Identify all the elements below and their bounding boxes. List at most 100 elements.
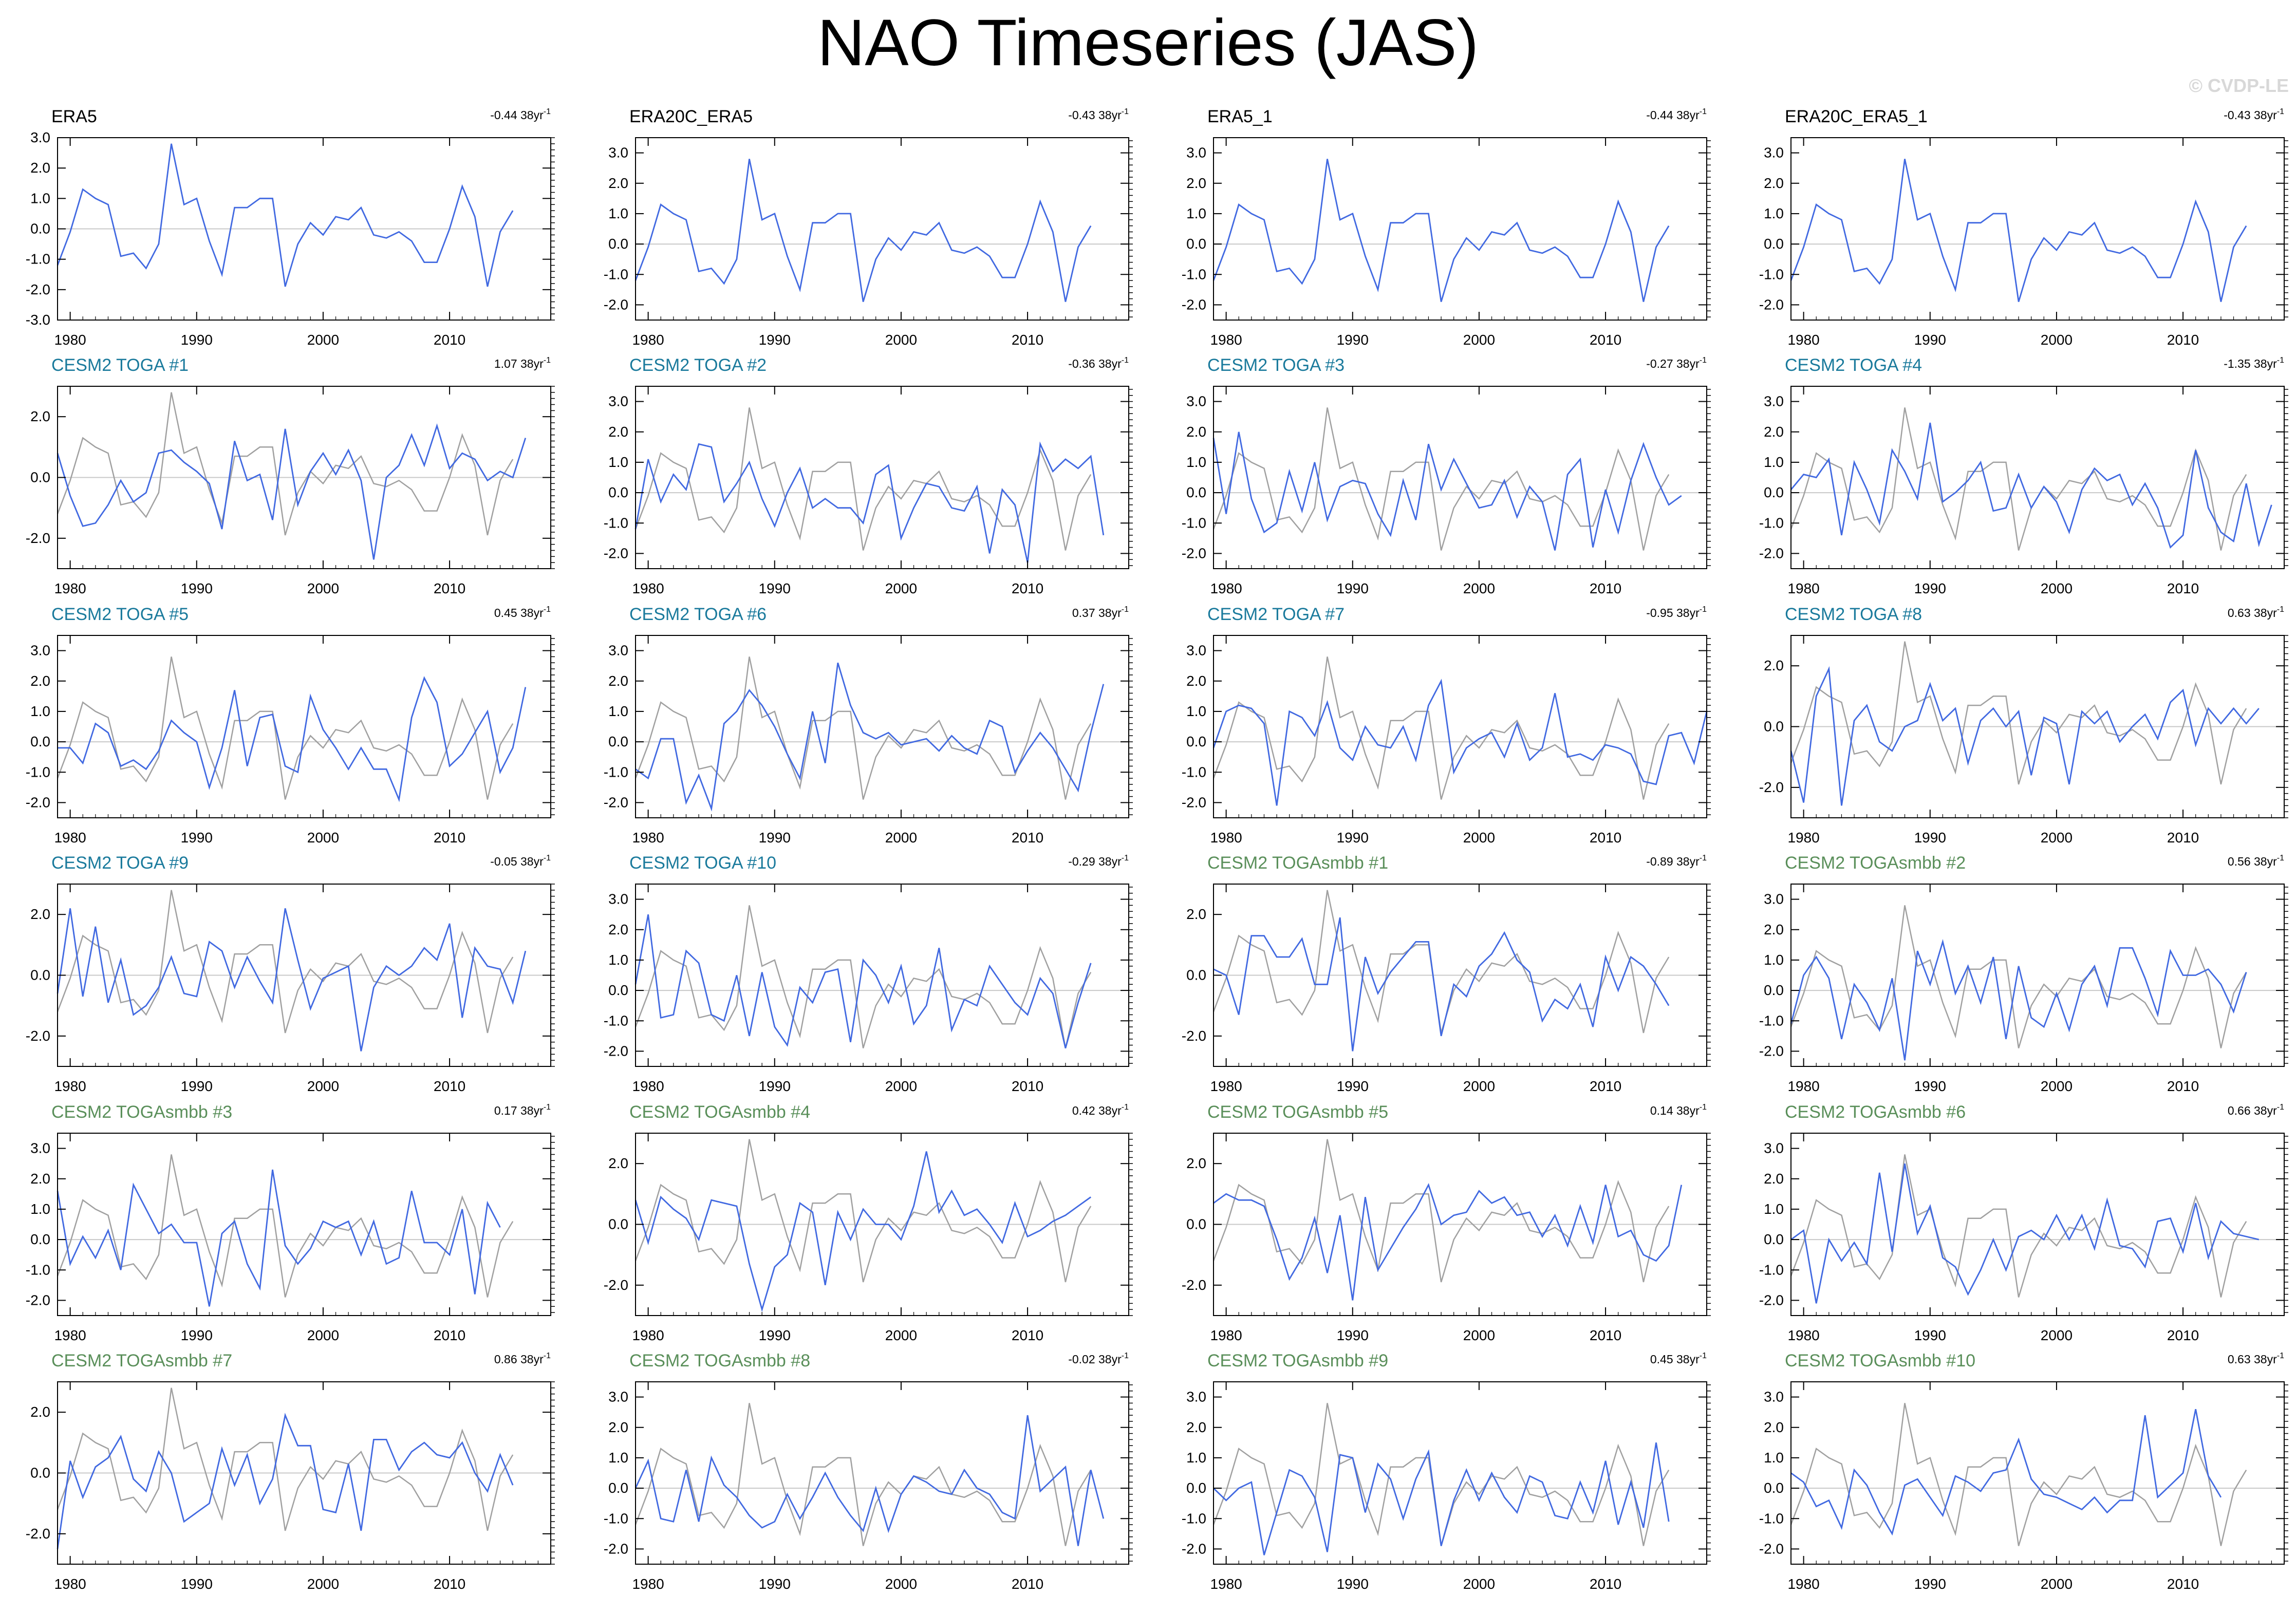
- y-tick-label: 2.0: [30, 673, 50, 689]
- plot-frame: [1790, 137, 2285, 321]
- x-tick-label: 2000: [885, 1327, 917, 1343]
- plot-frame: [1790, 386, 2285, 569]
- series-line: [1212, 431, 1682, 551]
- series-line: [57, 423, 527, 560]
- y-tick-label: 0.0: [1186, 1216, 1206, 1232]
- y-tick-label: 1.0: [30, 1201, 50, 1217]
- x-tick-label: 2010: [1012, 580, 1043, 596]
- observed-series-line: [1212, 1403, 1670, 1546]
- chart-panel: ERA20C_ERA5 -0.43 38yr-1 3.0 2.0 1.0 0.0 -1.0 -…: [604, 107, 1133, 348]
- x-tick-label: 2000: [885, 1576, 917, 1592]
- x-tick-label: 2010: [434, 1327, 465, 1343]
- x-tick-label: 1990: [759, 580, 791, 596]
- panel-trend: 0.66 38yr-1: [2228, 1103, 2284, 1117]
- observed-series-line: [1790, 1154, 2247, 1298]
- x-tick-label: 1990: [759, 830, 791, 846]
- x-tick-label: 2000: [885, 580, 917, 596]
- plot-frame: [1213, 137, 1707, 321]
- series-line: [1790, 666, 2260, 806]
- y-tick-label: -2.0: [604, 1541, 628, 1556]
- panel-trend: -0.44 38yr-1: [1646, 107, 1707, 122]
- observed-series-line: [1790, 905, 2247, 1048]
- plot-frame: [635, 137, 1129, 321]
- x-tick-label: 2010: [2167, 1576, 2199, 1592]
- x-tick-label: 1990: [1337, 332, 1369, 348]
- y-tick-label: 1.0: [1764, 454, 1784, 470]
- panel-title: CESM2 TOGA #10: [629, 853, 776, 873]
- observed-series-line: [57, 656, 514, 800]
- x-tick-label: 2010: [434, 830, 465, 846]
- x-tick-label: 1980: [54, 830, 86, 846]
- x-tick-label: 2010: [1012, 332, 1043, 348]
- y-tick-label: 2.0: [1764, 424, 1784, 440]
- plot-frame: [1213, 386, 1707, 569]
- series-line: [634, 1151, 1092, 1312]
- x-tick-label: 2000: [307, 332, 339, 348]
- observed-series-line: [57, 890, 514, 1034]
- x-tick-label: 1980: [632, 1327, 664, 1343]
- y-tick-label: -1.0: [604, 764, 628, 780]
- y-tick-label: -1.0: [26, 251, 50, 267]
- series-line: [1790, 1163, 2260, 1304]
- chart-panel: CESM2 TOGAsmbb #3 0.17 38yr-1 3.0 2.0 1.0 0.0…: [26, 1102, 555, 1343]
- series-line: [634, 159, 1092, 302]
- chart-panel: CESM2 TOGAsmbb #10 0.63 38yr-1 3.0 2.0 1.0 0.…: [1759, 1351, 2288, 1592]
- x-tick-label: 2000: [2041, 1327, 2073, 1343]
- y-tick-label: 1.0: [1186, 703, 1206, 719]
- chart-panel: CESM2 TOGAsmbb #4 0.42 38yr-1 2.0 0.0 -2.0 19…: [604, 1102, 1133, 1343]
- series-line: [1790, 1409, 2222, 1536]
- y-tick-label: -1.0: [1182, 764, 1206, 780]
- y-tick-label: 2.0: [30, 906, 50, 922]
- y-tick-label: -1.0: [1182, 266, 1206, 282]
- panel-title: ERA5_1: [1207, 107, 1273, 126]
- x-tick-label: 1980: [1787, 580, 1819, 596]
- y-tick-label: 1.0: [30, 190, 50, 206]
- x-tick-label: 2010: [2167, 1327, 2199, 1343]
- y-tick-label: 0.0: [608, 734, 628, 749]
- y-tick-label: -1.0: [1182, 1510, 1206, 1526]
- y-tick-label: 0.0: [30, 221, 50, 237]
- observed-series-line: [1212, 656, 1670, 800]
- x-tick-label: 1990: [181, 830, 213, 846]
- x-tick-label: 1990: [181, 1576, 213, 1592]
- panel-trend: 0.45 38yr-1: [494, 605, 551, 620]
- x-tick-label: 2000: [1463, 830, 1495, 846]
- panel-trend: -0.02 38yr-1: [1068, 1352, 1129, 1366]
- x-tick-label: 1980: [1210, 830, 1242, 846]
- chart-panel: CESM2 TOGA #3 -0.27 38yr-1 3.0 2.0 1.0 0.0 -1.…: [1182, 355, 1711, 596]
- observed-series-line: [1790, 1403, 2247, 1546]
- panel-trend: 0.86 38yr-1: [494, 1352, 551, 1366]
- panel-trend: -1.35 38yr-1: [2224, 356, 2284, 370]
- panel-title: CESM2 TOGA #3: [1207, 355, 1345, 375]
- plot-frame: [1790, 1381, 2285, 1565]
- chart-panel: CESM2 TOGAsmbb #2 0.56 38yr-1 3.0 2.0 1.0 0.0…: [1759, 853, 2288, 1094]
- x-tick-label: 1980: [1210, 1576, 1242, 1592]
- y-tick-label: 3.0: [1764, 1140, 1784, 1156]
- x-tick-label: 1990: [1914, 332, 1946, 348]
- x-tick-label: 1980: [1787, 1327, 1819, 1343]
- x-tick-label: 2000: [307, 1576, 339, 1592]
- x-tick-label: 2010: [1590, 1078, 1621, 1094]
- chart-panel: CESM2 TOGA #2 -0.36 38yr-1 3.0 2.0 1.0 0.0 -1.…: [604, 355, 1133, 596]
- x-tick-label: 2010: [1590, 332, 1621, 348]
- y-tick-label: 1.0: [608, 1450, 628, 1466]
- x-tick-label: 1980: [632, 1576, 664, 1592]
- y-tick-label: 3.0: [1186, 393, 1206, 409]
- x-tick-label: 1990: [181, 332, 213, 348]
- y-tick-label: 0.0: [608, 982, 628, 998]
- x-tick-label: 2000: [307, 1327, 339, 1343]
- y-tick-label: -1.0: [604, 1510, 628, 1526]
- x-tick-label: 2000: [307, 830, 339, 846]
- panel-trend: -0.05 38yr-1: [490, 854, 551, 868]
- y-tick-label: 2.0: [1186, 1155, 1206, 1171]
- x-tick-label: 2000: [2041, 1078, 2073, 1094]
- y-tick-label: 3.0: [30, 129, 50, 145]
- y-tick-label: 0.0: [1764, 719, 1784, 735]
- observed-series-line: [57, 1154, 514, 1298]
- x-tick-label: 1980: [1210, 1078, 1242, 1094]
- x-tick-label: 1990: [759, 1078, 791, 1094]
- observed-series-line: [57, 392, 514, 536]
- y-tick-label: 2.0: [1764, 922, 1784, 937]
- plot-frame: [635, 884, 1129, 1067]
- x-tick-label: 1980: [632, 580, 664, 596]
